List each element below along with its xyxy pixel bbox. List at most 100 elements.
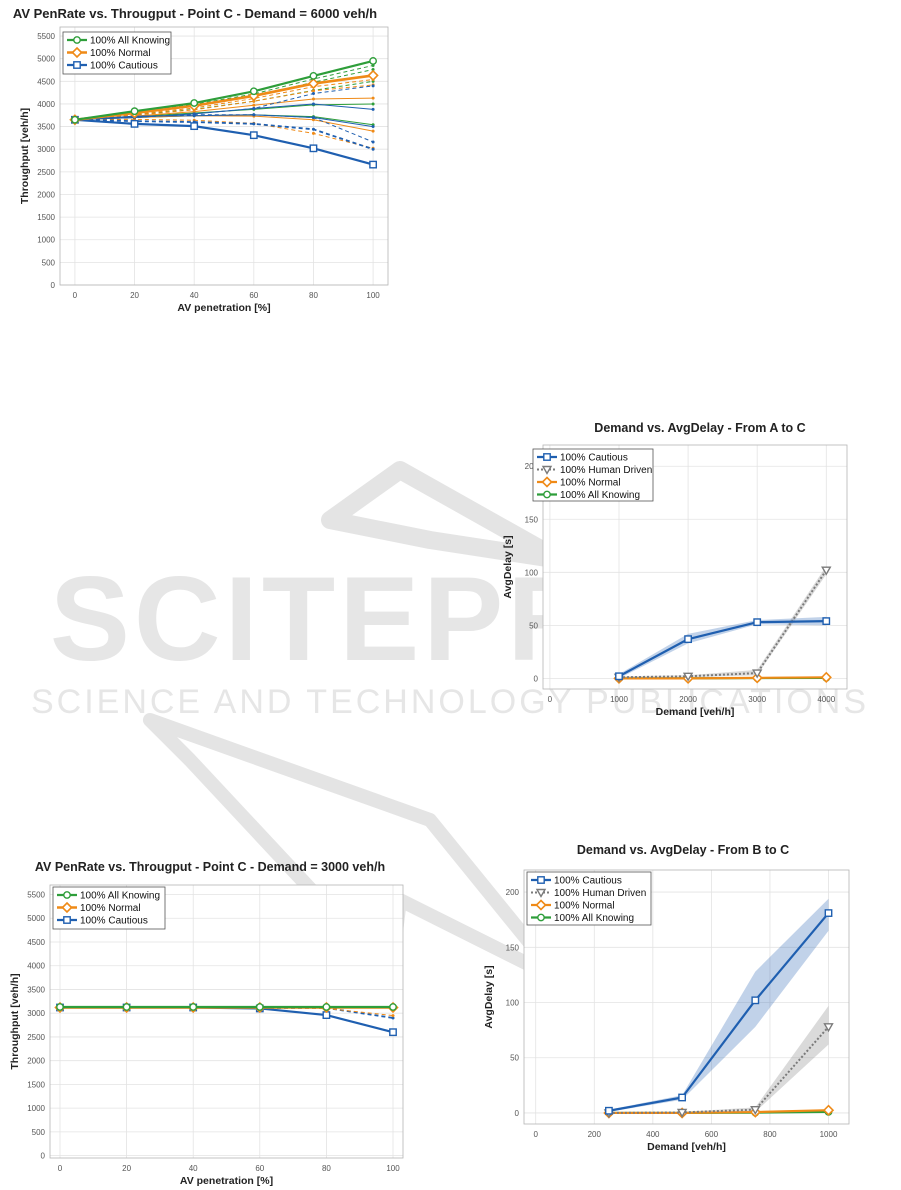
y-axis-label: AvgDelay [s] xyxy=(483,965,495,1028)
data-point xyxy=(605,1106,613,1115)
series-line xyxy=(608,1026,830,1114)
y-tick-label: 500 xyxy=(32,1128,46,1137)
data-point xyxy=(311,127,315,131)
legend-marker xyxy=(541,476,553,488)
x-tick-label: 0 xyxy=(58,1164,63,1173)
data-point xyxy=(750,1105,761,1116)
legend-marker xyxy=(73,61,81,69)
y-tick-label: 4500 xyxy=(37,77,55,86)
y-tick-label: 200 xyxy=(506,888,520,897)
data-point xyxy=(311,118,315,122)
legend-label: 100% Human Driven xyxy=(554,888,646,899)
x-tick-label: 80 xyxy=(322,1164,331,1173)
data-point xyxy=(371,140,375,144)
axes-box xyxy=(59,26,389,286)
data-point xyxy=(322,1003,331,1011)
x-tick-label: 40 xyxy=(190,291,199,300)
data-point xyxy=(190,99,199,107)
series xyxy=(71,115,377,169)
data-point xyxy=(252,113,256,117)
x-tick-label: 0 xyxy=(548,695,553,704)
legend-label: 100% Cautious xyxy=(90,61,158,72)
x-tick-label: 3000 xyxy=(748,695,766,704)
series xyxy=(71,57,377,124)
series-line xyxy=(608,912,830,1112)
x-tick-label: 2000 xyxy=(679,695,697,704)
y-tick-label: 5000 xyxy=(27,914,45,923)
axes-box xyxy=(542,444,848,690)
series-line xyxy=(74,84,374,121)
data-point xyxy=(311,102,315,106)
tick-labels: 0 20 40 60 80 1000500100015002000250030003500… xyxy=(37,32,380,300)
legend-label: 100% Cautious xyxy=(554,876,622,887)
data-point xyxy=(130,107,139,116)
x-tick-label: 20 xyxy=(122,1164,131,1173)
series xyxy=(605,909,833,1115)
y-tick-label: 5500 xyxy=(27,890,45,899)
y-tick-label: 1000 xyxy=(27,1104,45,1113)
data-point xyxy=(822,1104,835,1116)
data-point xyxy=(56,1003,64,1011)
legend-label: 100% Normal xyxy=(554,901,615,912)
y-tick-label: 3500 xyxy=(27,985,45,994)
chart-title: Demand vs. AvgDelay - From A to C xyxy=(594,421,805,435)
x-tick-label: 40 xyxy=(189,1164,198,1173)
series-line xyxy=(618,620,827,678)
legend-marker xyxy=(535,899,547,911)
data-point xyxy=(190,122,199,131)
x-axis-label: AV penetration [%] xyxy=(177,302,270,314)
data-point xyxy=(684,635,692,644)
legend-label: 100% Normal xyxy=(80,903,141,914)
data-point xyxy=(371,147,375,151)
tick-labels: 0 200 400 600 800 1000 0 50 100 150 200 xyxy=(506,888,838,1139)
y-tick-label: 0 xyxy=(515,1109,520,1118)
data-point xyxy=(682,672,694,682)
data-point xyxy=(371,125,375,129)
data-point xyxy=(189,1003,198,1011)
y-tick-label: 0 xyxy=(534,674,539,683)
data-point xyxy=(130,119,139,128)
data-point xyxy=(311,131,315,135)
data-point xyxy=(255,1003,264,1011)
data-point xyxy=(122,1003,131,1011)
y-tick-label: 2000 xyxy=(27,1057,45,1066)
data-point xyxy=(371,129,375,133)
x-tick-label: 4000 xyxy=(817,695,835,704)
x-tick-label: 1000 xyxy=(820,1130,838,1139)
y-tick-label: 50 xyxy=(510,1054,519,1063)
data-point xyxy=(391,1014,395,1018)
legend-marker xyxy=(63,891,71,899)
chart-delay-a-to-c: Demand vs. AvgDelay - From A to C0 1000 20… xyxy=(502,421,848,718)
chart-title: AV PenRate vs. Througput - Point C - Dem… xyxy=(35,860,385,874)
y-tick-label: 150 xyxy=(525,515,539,524)
data-point xyxy=(192,110,196,114)
legend-marker xyxy=(71,46,83,59)
data-point xyxy=(311,89,315,93)
legend-marker xyxy=(63,916,71,924)
data-point xyxy=(676,1108,688,1118)
y-tick-label: 2500 xyxy=(37,168,55,177)
chart-delay-b-to-c: Demand vs. AvgDelay - From B to C 0 200 400… xyxy=(483,843,850,1153)
data-point xyxy=(821,566,832,576)
data-point xyxy=(311,97,315,101)
legend-marker xyxy=(73,36,81,44)
y-tick-label: 150 xyxy=(506,943,520,952)
x-tick-label: 800 xyxy=(763,1130,777,1139)
y-tick-label: 4000 xyxy=(27,962,45,971)
data-point xyxy=(389,1003,397,1011)
series-line xyxy=(74,118,374,166)
legend-label: 100% All Knowing xyxy=(90,36,170,47)
data-point xyxy=(71,115,79,124)
x-tick-label: 100 xyxy=(366,291,380,300)
y-tick-label: 1500 xyxy=(27,1080,45,1089)
x-axis-label: AV penetration [%] xyxy=(180,1175,273,1187)
x-tick-label: 200 xyxy=(588,1130,602,1139)
series-line xyxy=(74,118,374,149)
y-tick-label: 0 xyxy=(51,281,56,290)
axes-box xyxy=(523,869,850,1125)
data-point xyxy=(751,669,763,679)
x-axis-label: Demand [veh/h] xyxy=(656,706,735,718)
tick-labels: 0 20 40 60 80 1000500100015002000250030003500… xyxy=(27,890,400,1173)
